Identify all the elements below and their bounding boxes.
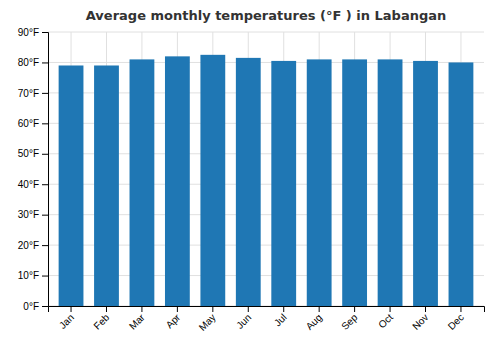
bar: [307, 59, 332, 306]
tick-mark: [106, 306, 107, 312]
y-tick: 0°F: [23, 301, 48, 312]
bar: [236, 58, 261, 306]
title: Average monthly temperatures (°F ) in La…: [86, 8, 447, 23]
tick-mark: [42, 215, 48, 216]
tick-mark: [42, 276, 48, 277]
x-tick-label: Jan: [57, 312, 76, 331]
plot: Jan Feb Mar Apr May Jun Jul Aug Sep Oct Nov Dec 0°F 1…: [18, 27, 485, 333]
tick-mark: [319, 306, 320, 312]
y-tick: 70°F: [18, 88, 48, 99]
y-tick: 60°F: [18, 118, 48, 129]
x-tick-label: Sep: [339, 311, 360, 332]
tick-mark: [425, 306, 426, 312]
y-tick: 40°F: [18, 179, 48, 190]
x-tick: Jun: [234, 306, 253, 331]
tick-mark: [42, 32, 48, 33]
x-tick: May: [197, 306, 218, 333]
x-tick: Sep: [339, 306, 360, 332]
y-tick: 20°F: [18, 240, 48, 251]
x-tick: Jul: [272, 306, 289, 328]
tick-mark: [460, 306, 461, 312]
tick-mark: [354, 306, 355, 312]
y-tick-label: 10°F: [18, 270, 39, 281]
x-tick-label: Jul: [272, 312, 289, 329]
x-tick-label: May: [197, 312, 218, 333]
tick-mark: [71, 306, 72, 312]
x-tick: Oct: [376, 306, 395, 330]
x-tick: Apr: [164, 306, 183, 330]
tick-mark: [42, 93, 48, 94]
y-axis: 0°F 10°F 20°F 30°F 40°F 50°F 60°F 70°F 80°F 90°F: [18, 27, 49, 312]
chart: Jan Feb Mar Apr May Jun Jul Aug Sep Oct Nov Dec 0°F 1…: [0, 0, 500, 350]
x-tick: Jan: [57, 306, 76, 331]
grid-line: [48, 32, 484, 33]
x-tick-label: Dec: [446, 312, 466, 332]
axis-line: [42, 33, 49, 307]
bar: [59, 65, 84, 306]
bar: [130, 59, 155, 306]
tick-mark: [212, 306, 213, 312]
bar: [449, 62, 474, 306]
tick-mark: [390, 306, 391, 312]
x-tick: Feb: [91, 306, 111, 332]
tick-mark: [42, 62, 48, 63]
x-tick: Dec: [446, 306, 466, 332]
bar: [413, 61, 438, 306]
tick-mark: [283, 306, 284, 312]
tick-mark: [42, 154, 48, 155]
x-tick-label: Apr: [164, 311, 183, 330]
y-tick: 80°F: [18, 57, 48, 68]
x-tick-label: Nov: [410, 312, 430, 332]
x-tick: Nov: [410, 306, 430, 332]
y-tick: 10°F: [18, 270, 48, 281]
x-tick: Mar: [127, 306, 147, 332]
tick-mark: [42, 184, 48, 185]
axis-line: [49, 307, 485, 313]
x-tick: Aug: [304, 306, 324, 332]
bar: [94, 65, 119, 306]
x-tick-label: Jun: [234, 312, 253, 331]
x-tick-label: Mar: [127, 311, 147, 331]
y-tick-label: 40°F: [18, 179, 39, 190]
y-tick: 30°F: [18, 209, 48, 220]
y-tick-label: 20°F: [18, 240, 39, 251]
y-tick: 50°F: [18, 148, 48, 159]
bar: [165, 56, 190, 306]
y-tick-label: 60°F: [18, 118, 39, 129]
tick-mark: [248, 306, 249, 312]
x-axis: Jan Feb Mar Apr May Jun Jul Aug Sep Oct Nov Dec: [49, 306, 485, 333]
y-tick: 90°F: [18, 27, 48, 38]
bar: [342, 59, 367, 306]
y-tick-label: 90°F: [18, 27, 39, 38]
grid: [48, 32, 484, 306]
tick-mark: [177, 306, 178, 312]
bar: [271, 61, 296, 306]
y-tick-label: 0°F: [23, 301, 39, 312]
y-tick-label: 50°F: [18, 148, 39, 159]
marks: [59, 55, 474, 306]
y-tick-label: 80°F: [18, 57, 39, 68]
bar: [378, 59, 403, 306]
tick-mark: [141, 306, 142, 312]
y-tick-label: 70°F: [18, 88, 39, 99]
x-tick-label: Aug: [304, 312, 324, 332]
bar: [200, 55, 225, 306]
tick-mark: [42, 123, 48, 124]
x-tick-label: Feb: [91, 311, 111, 331]
x-tick-label: Oct: [376, 312, 395, 331]
tick-mark: [42, 306, 48, 307]
y-tick-label: 30°F: [18, 209, 39, 220]
tick-mark: [42, 245, 48, 246]
